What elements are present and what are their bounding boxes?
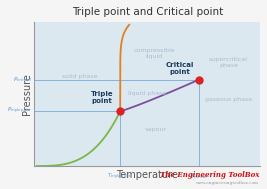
Text: gaseous phase: gaseous phase — [205, 97, 252, 102]
X-axis label: Temperature: Temperature — [116, 170, 178, 180]
Text: supercritical
phase: supercritical phase — [209, 57, 248, 68]
Text: liquid phase: liquid phase — [128, 91, 166, 96]
Text: $T_{triple\ point}$: $T_{triple\ point}$ — [107, 172, 133, 182]
Text: compressible
liquid: compressible liquid — [133, 48, 175, 59]
Text: Triple
point: Triple point — [91, 91, 113, 104]
Y-axis label: Pressure: Pressure — [22, 73, 32, 115]
Text: $P_{critical}$: $P_{critical}$ — [13, 75, 32, 84]
Title: Triple point and Critical point: Triple point and Critical point — [72, 7, 223, 17]
Text: vapour: vapour — [145, 128, 167, 132]
Text: Critical
point: Critical point — [166, 61, 194, 74]
Text: $T_{critical}$: $T_{critical}$ — [190, 172, 208, 181]
Text: The Engineering ToolBox: The Engineering ToolBox — [160, 171, 259, 179]
Text: www.engineeringtoolbox.com: www.engineeringtoolbox.com — [196, 181, 259, 185]
Text: solid phase: solid phase — [62, 74, 97, 79]
Text: $P_{triple\ point}$: $P_{triple\ point}$ — [7, 106, 32, 116]
